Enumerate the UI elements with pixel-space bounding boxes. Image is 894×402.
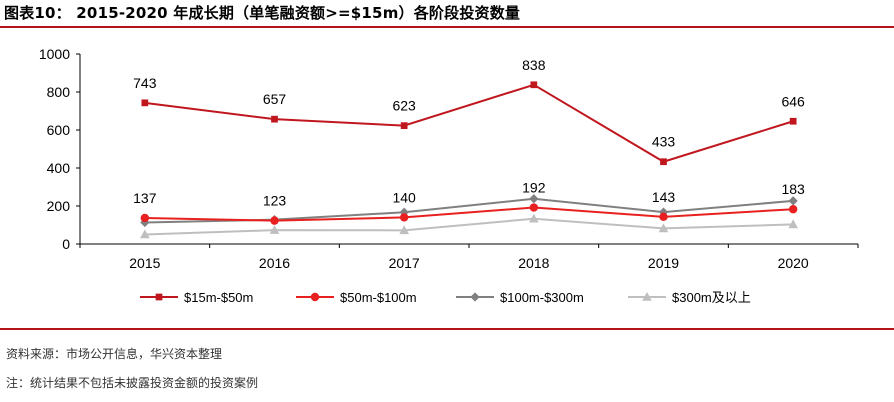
data-point (271, 115, 278, 123)
data-label: 657 (263, 91, 287, 107)
y-tick-label: 800 (47, 84, 71, 100)
data-point (269, 225, 280, 234)
data-point (658, 223, 669, 233)
y-tick-label: 600 (47, 122, 71, 138)
y-tick-label: 0 (62, 236, 70, 252)
data-label: 192 (522, 180, 546, 196)
data-label: 143 (652, 189, 676, 205)
y-tick-label: 400 (47, 160, 71, 176)
legend-marker (155, 293, 163, 301)
data-label: 137 (133, 190, 157, 206)
chart-data-labels: 743 657 623 838 433 646 137 123 140 192 143 183 (133, 57, 805, 209)
chart-markers (140, 81, 798, 239)
data-point (789, 117, 797, 125)
data-label: 646 (781, 93, 805, 109)
legend-label: $15m-$50m (184, 290, 253, 305)
data-point (140, 213, 150, 223)
x-tick-label: 2016 (259, 255, 290, 271)
data-point (529, 203, 539, 212)
x-tick-label: 2015 (129, 255, 160, 271)
page-title: 图表10： 2015-2020 年成长期（单笔融资额>=$15m）各阶段投资数量 (4, 4, 521, 22)
data-label: 123 (263, 193, 287, 209)
x-tick-label: 2019 (648, 255, 679, 271)
data-label: 838 (522, 57, 546, 73)
x-tick-label: 2017 (389, 255, 420, 271)
chart-series-lines (144, 83, 794, 236)
chart-legend: $15m-$50m $50m-$100m $100m-$300m $300m及以上 (140, 290, 751, 305)
legend-marker (470, 292, 480, 302)
footnote: 注：统计结果不包括未披露投资金额的投资案例 (6, 376, 259, 390)
data-label: 183 (781, 181, 805, 197)
data-point (529, 194, 539, 204)
data-point (141, 99, 149, 107)
data-point (529, 213, 539, 223)
legend-label: $50m-$100m (340, 290, 417, 305)
data-point (399, 225, 409, 235)
data-label: 140 (392, 189, 416, 205)
data-point (530, 81, 538, 89)
data-point (659, 212, 668, 222)
legend-label: $300m及以上 (672, 290, 751, 305)
line-chart: 0 200 400 600 800 1000 2015 2016 2017 2018 2019 202… (39, 46, 859, 305)
series-line (144, 217, 794, 236)
data-point (400, 122, 408, 129)
x-tick-label: 2020 (778, 255, 809, 271)
chart-axes: 0 200 400 600 800 1000 2015 2016 2017 2018 2019 202… (39, 46, 859, 271)
y-tick-label: 200 (47, 198, 71, 214)
data-point (660, 158, 667, 166)
top-divider (0, 26, 894, 28)
series-line (144, 83, 794, 163)
x-tick-label: 2018 (518, 255, 549, 271)
legend-marker (310, 292, 320, 302)
data-label: 623 (392, 98, 416, 114)
data-point (788, 196, 798, 206)
data-point (270, 216, 279, 225)
source-note: 资料来源：市场公开信息，华兴资本整理 (6, 347, 223, 361)
data-label: 433 (652, 134, 676, 150)
data-point (399, 213, 409, 222)
data-label: 743 (133, 75, 157, 91)
data-point (788, 219, 798, 229)
y-tick-label: 1000 (39, 46, 70, 62)
data-point (140, 229, 150, 239)
series-line (144, 206, 794, 222)
bottom-divider (0, 328, 894, 330)
data-point (788, 205, 798, 214)
legend-label: $100m-$300m (500, 290, 584, 305)
legend-marker (642, 291, 652, 301)
